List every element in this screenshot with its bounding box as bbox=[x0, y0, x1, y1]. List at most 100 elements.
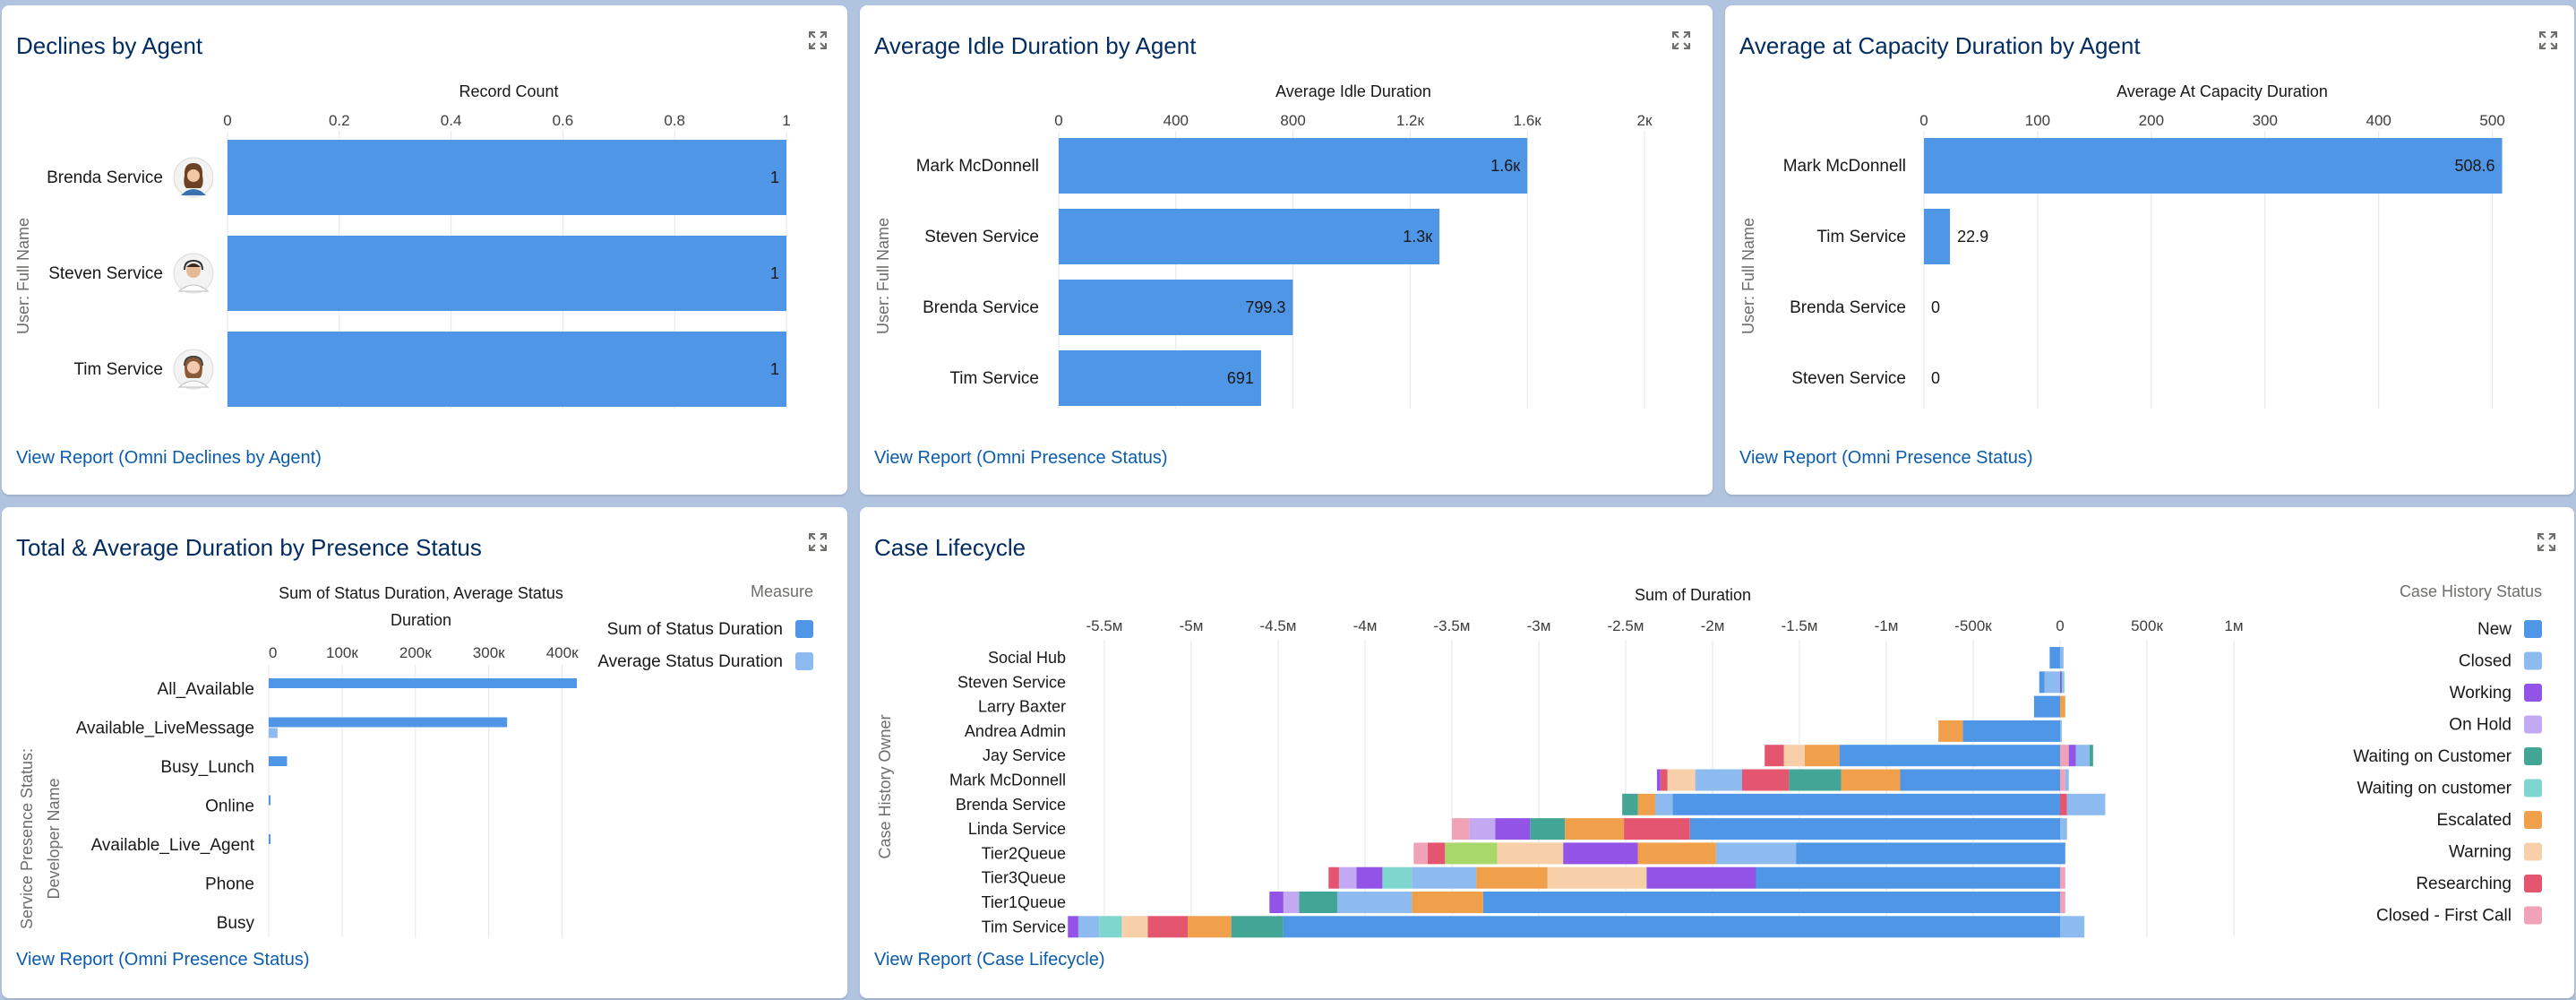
bar-segment-tier3queue-closed-first-call[interactable] bbox=[2060, 866, 2065, 889]
bar-segment-andrea-admin-escalated[interactable] bbox=[1938, 720, 1963, 742]
bar-segment-tier2queue-new[interactable] bbox=[1796, 842, 2060, 865]
bar-segment-tier2queue-new[interactable] bbox=[2060, 842, 2065, 865]
bar-mark-mcdonnell[interactable] bbox=[1059, 138, 1528, 194]
bar-available-livemessage-average-status-duration[interactable] bbox=[269, 728, 278, 738]
expand-icon[interactable] bbox=[2537, 532, 2556, 552]
bar-segment-tier3queue-closed[interactable] bbox=[1412, 866, 1477, 889]
bar-segment-tim-service-researching[interactable] bbox=[1147, 916, 1189, 938]
bar-segment-tim-service-closed[interactable] bbox=[2060, 916, 2085, 938]
bar-segment-brenda-service-researching[interactable] bbox=[2060, 793, 2067, 815]
bar-segment-jay-service-new[interactable] bbox=[1839, 745, 2060, 767]
bar-segment-tier3queue-new[interactable] bbox=[1756, 866, 2061, 889]
bar-segment-tim-service-escalated[interactable] bbox=[1188, 916, 1232, 938]
bar-segment-tier3queue-warning[interactable] bbox=[1547, 866, 1647, 889]
bar-mark-mcdonnell[interactable] bbox=[1924, 138, 2503, 194]
bar-segment-tier2queue-working[interactable] bbox=[1563, 842, 1638, 865]
bar-segment-andrea-admin-closed[interactable] bbox=[2060, 720, 2062, 742]
bar-segment-andrea-admin-new[interactable] bbox=[1962, 720, 2060, 742]
bar-segment-larry-baxter-escalated[interactable] bbox=[2060, 695, 2065, 718]
bar-segment-tier3queue-escalated[interactable] bbox=[1476, 866, 1548, 889]
expand-icon[interactable] bbox=[1671, 30, 1691, 50]
bar-segment-tier2queue-researching[interactable] bbox=[1427, 842, 1446, 865]
bar-segment-linda-service-closed[interactable] bbox=[2060, 818, 2067, 841]
bar-segment-tim-service-new[interactable] bbox=[1283, 916, 2060, 938]
expand-icon[interactable] bbox=[808, 532, 828, 552]
bar-segment-steven-service-waiting-on-customer[interactable] bbox=[2061, 671, 2065, 694]
bar-segment-mark-mcdonnell-closed-first-call[interactable] bbox=[2060, 769, 2065, 791]
bar-segment-mark-mcdonnell-researching[interactable] bbox=[1660, 769, 1668, 791]
bar-segment-larry-baxter-new[interactable] bbox=[2033, 695, 2060, 718]
bar-segment-brenda-service-escalated[interactable] bbox=[1637, 793, 1655, 815]
bar-segment-steven-service-working[interactable] bbox=[2060, 671, 2062, 694]
bar-segment-brenda-service-closed[interactable] bbox=[1654, 793, 1673, 815]
bar-segment-linda-service-waiting-on-customer[interactable] bbox=[1530, 818, 1566, 841]
lifecycle-report-link[interactable]: View Report (Case Lifecycle) bbox=[874, 950, 1105, 970]
bar-segment-tier3queue-on-hold[interactable] bbox=[1338, 866, 1357, 889]
bar-segment-linda-service-working[interactable] bbox=[1495, 818, 1531, 841]
bar-segment-steven-service-new[interactable] bbox=[2039, 671, 2045, 694]
bar-segment-tier1queue-closed[interactable] bbox=[1336, 892, 1413, 913]
bar-segment-mark-mcdonnell-waiting-on-customer[interactable] bbox=[1789, 769, 1842, 791]
bar-segment-tim-service-warning[interactable] bbox=[1121, 916, 1148, 938]
bar-segment-linda-service-researching[interactable] bbox=[1624, 818, 1690, 841]
bar-brenda-service[interactable] bbox=[228, 140, 786, 215]
bar-segment-tier2queue-closed-first-call[interactable] bbox=[1413, 842, 1428, 865]
bar-steven-service[interactable] bbox=[228, 236, 786, 311]
expand-icon[interactable] bbox=[2538, 30, 2558, 50]
bar-available-live-agent-sum-of-status-duration[interactable] bbox=[269, 834, 270, 844]
bar-tim-service[interactable] bbox=[1059, 350, 1261, 406]
bar-segment-jay-service-escalated[interactable] bbox=[1804, 745, 1840, 767]
bar-available-livemessage-sum-of-status-duration[interactable] bbox=[269, 717, 508, 728]
bar-brenda-service[interactable] bbox=[1059, 280, 1293, 335]
bar-segment-tier1queue-closed-first-call[interactable] bbox=[2060, 892, 2065, 913]
bar-segment-tier1queue-on-hold[interactable] bbox=[1283, 892, 1300, 913]
bar-segment-linda-service-escalated[interactable] bbox=[1565, 818, 1625, 841]
bar-segment-jay-service-closed-first-call[interactable] bbox=[2060, 745, 2069, 767]
bar-segment-tier1queue-new[interactable] bbox=[1482, 892, 2060, 913]
bar-segment-social-hub-closed[interactable] bbox=[2060, 647, 2064, 668]
bar-online-sum-of-status-duration[interactable] bbox=[269, 795, 270, 806]
bar-segment-tier3queue-researching[interactable] bbox=[1328, 866, 1339, 889]
bar-segment-tim-service-closed[interactable] bbox=[1078, 916, 1100, 938]
expand-icon[interactable] bbox=[808, 30, 828, 50]
bar-segment-mark-mcdonnell-warning[interactable] bbox=[1667, 769, 1696, 791]
idle-report-link[interactable]: View Report (Omni Presence Status) bbox=[874, 448, 1168, 468]
bar-tim-service[interactable] bbox=[1924, 209, 1951, 264]
bar-segment-mark-mcdonnell-closed[interactable] bbox=[1695, 769, 1742, 791]
bar-segment-tier1queue-working[interactable] bbox=[1269, 892, 1284, 913]
bar-segment-linda-service-closed-first-call[interactable] bbox=[1452, 818, 1470, 841]
bar-segment-jay-service-closed[interactable] bbox=[2075, 745, 2090, 767]
bar-segment-tier2queue-warning[interactable] bbox=[1497, 842, 1564, 865]
bar-segment-jay-service-waiting-on-customer[interactable] bbox=[2089, 745, 2093, 767]
bar-segment-brenda-service-waiting-on-customer[interactable] bbox=[1622, 793, 1638, 815]
bar-segment-tier3queue-working[interactable] bbox=[1356, 866, 1383, 889]
bar-segment-mark-mcdonnell-researching[interactable] bbox=[1741, 769, 1790, 791]
bar-steven-service[interactable] bbox=[1059, 209, 1440, 264]
bar-segment-linda-service-on-hold[interactable] bbox=[1469, 818, 1496, 841]
bar-segment-jay-service-warning[interactable] bbox=[1783, 745, 1805, 767]
bar-segment-social-hub-new[interactable] bbox=[2049, 647, 2060, 668]
bar-all-available-sum-of-status-duration[interactable] bbox=[269, 678, 577, 688]
bar-tim-service[interactable] bbox=[228, 332, 786, 407]
bar-segment-tim-service-working[interactable] bbox=[1068, 916, 1078, 938]
bar-segment-mark-mcdonnell-working[interactable] bbox=[1656, 769, 1661, 791]
bar-segment-jay-service-working[interactable] bbox=[2068, 745, 2076, 767]
bar-segment-tier2queue-contacting-pm[interactable] bbox=[1445, 842, 1498, 865]
bar-busy-lunch-sum-of-status-duration[interactable] bbox=[269, 756, 288, 766]
bar-segment-tier1queue-waiting-on-customer[interactable] bbox=[1299, 892, 1337, 913]
bar-segment-tim-service-waiting-on-customer[interactable] bbox=[1231, 916, 1284, 938]
bar-segment-jay-service-researching[interactable] bbox=[1765, 745, 1784, 767]
capacity-report-link[interactable]: View Report (Omni Presence Status) bbox=[1739, 448, 2033, 468]
bar-segment-tier3queue-working[interactable] bbox=[1646, 866, 1756, 889]
bar-segment-tim-service-waiting-on-customer[interactable] bbox=[1099, 916, 1122, 938]
declines-report-link[interactable]: View Report (Omni Declines by Agent) bbox=[16, 448, 322, 468]
bar-segment-tier2queue-escalated[interactable] bbox=[1637, 842, 1716, 865]
bar-segment-mark-mcdonnell-closed[interactable] bbox=[2065, 769, 2069, 791]
bar-segment-mark-mcdonnell-escalated[interactable] bbox=[1841, 769, 1901, 791]
presence-report-link[interactable]: View Report (Omni Presence Status) bbox=[16, 950, 310, 970]
bar-segment-steven-service-closed[interactable] bbox=[2044, 671, 2060, 694]
bar-segment-brenda-service-new[interactable] bbox=[1672, 793, 2060, 815]
bar-segment-linda-service-new[interactable] bbox=[1689, 818, 2060, 841]
bar-segment-tier2queue-closed[interactable] bbox=[1715, 842, 1797, 865]
bar-segment-tier3queue-waiting-on-customer[interactable] bbox=[1382, 866, 1413, 889]
